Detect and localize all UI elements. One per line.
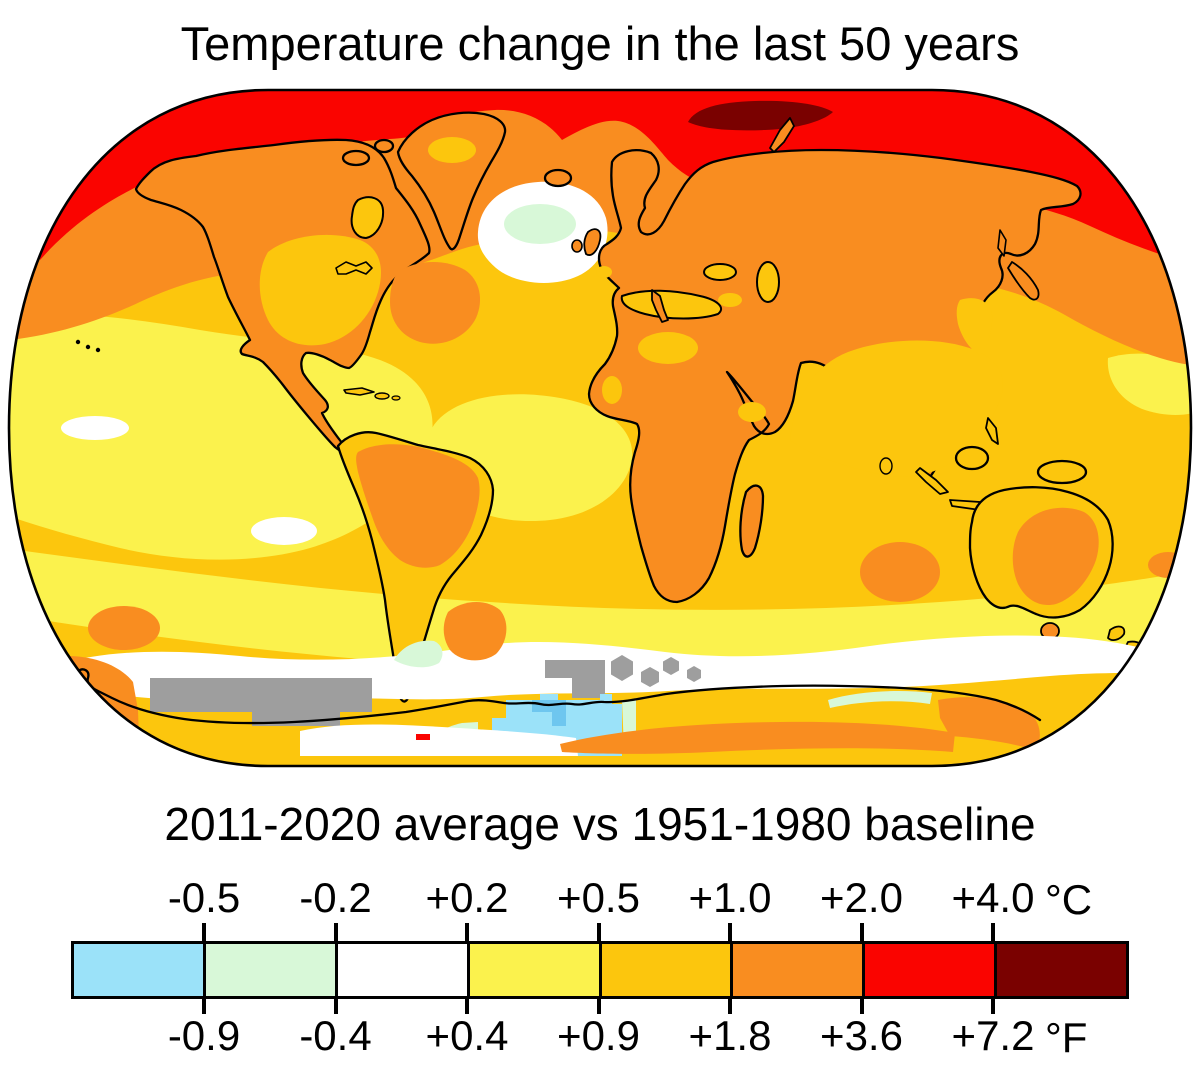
legend-tick-top [728, 923, 732, 941]
greenland [396, 111, 507, 251]
figure-subtitle: 2011-2020 average vs 1951-1980 baseline [164, 798, 1036, 850]
legend-tick-bottom [333, 996, 338, 1014]
fahrenheit-label: -0.9 [167, 1012, 241, 1059]
ireland [571, 239, 583, 253]
legend-tick-bottom [202, 996, 206, 1014]
map-layers [9, 90, 1191, 766]
legend-tick-bottom [465, 996, 469, 1014]
fahrenheit-label: +1.8 [688, 1012, 772, 1059]
figure-title: Temperature change in the last 50 years [180, 17, 1020, 70]
mediterranean-sea [620, 289, 723, 320]
celsius-label: +0.5 [557, 874, 640, 921]
fahrenheit-label: +3.6 [820, 1012, 903, 1059]
celsius-label: +4.0 [951, 874, 1035, 921]
legend-swatch-0 [74, 944, 203, 996]
green-patch-near-tip [394, 640, 443, 668]
legend-swatch-6 [862, 944, 995, 996]
asia-africa-gold-patches [596, 266, 1003, 477]
south-georgia-orange-blob [443, 601, 507, 661]
us-interior-gold [259, 234, 381, 346]
caspian-sea [756, 261, 780, 303]
legend-swatch-2 [334, 944, 467, 996]
legend-tick-bottom [991, 996, 995, 1014]
madagascar [739, 484, 765, 558]
legend-swatch-7 [994, 944, 1126, 996]
legend-tick-top [991, 923, 995, 941]
world-map [7, 88, 1193, 768]
legend-swatch-4 [598, 944, 731, 996]
legend-tick-top [202, 923, 206, 941]
celsius-label: -0.5 [167, 874, 241, 921]
novaya-zemlya [769, 117, 795, 153]
legend-swatch-5 [730, 944, 863, 996]
legend-tick-top [596, 923, 601, 941]
iceland [543, 168, 573, 188]
united-kingdom [583, 228, 602, 256]
celsius-label: +2.0 [820, 874, 903, 921]
hawaii-dots [75, 339, 101, 353]
japan [1007, 261, 1040, 301]
fahrenheit-unit-label: °F [1045, 1014, 1088, 1061]
greenland-gold-patch [428, 137, 476, 163]
fahrenheit-label: -0.4 [299, 1012, 372, 1059]
black-sea [703, 263, 737, 281]
white-spot-pacific [61, 416, 129, 440]
legend-swatch-1 [202, 944, 335, 996]
sakhalin [997, 229, 1007, 257]
legend-tick-bottom [859, 996, 864, 1014]
brazil-orange-interior [356, 444, 480, 568]
hudson-bay [350, 196, 385, 239]
fahrenheit-label: +7.2 [951, 1012, 1035, 1059]
legend-tick-top [465, 923, 469, 941]
caribbean-islands [343, 387, 401, 401]
ocean-yellow-patches [9, 260, 1191, 676]
celsius-label: +0.2 [425, 874, 509, 921]
great-lakes [335, 261, 373, 275]
arctic-darkred-patch [688, 100, 833, 131]
celsius-label: -0.2 [299, 874, 372, 921]
italy [651, 289, 669, 323]
celsius-unit-label: °C [1045, 876, 1093, 923]
fahrenheit-label: +0.4 [425, 1012, 509, 1059]
fahrenheit-label: +0.9 [557, 1012, 640, 1059]
legend-tick-bottom [728, 996, 732, 1014]
cold-blob-green-core [504, 204, 576, 244]
australia-orange-interior [1012, 507, 1099, 606]
legend-swatch-3 [466, 944, 599, 996]
legend-tick-top [333, 923, 338, 941]
maritime-southeast-asia [879, 417, 1088, 511]
legend-tick-bottom [596, 996, 601, 1014]
white-spot-south-pacific [251, 517, 317, 545]
projection-outline [7, 88, 1193, 768]
legend-color-bar [71, 941, 1129, 999]
no-data-gray-patches [150, 655, 701, 726]
legend-tick-top [859, 923, 864, 941]
celsius-label: +1.0 [688, 874, 772, 921]
ocean-orange-blobs [88, 261, 1188, 650]
antarctica-coastline [51, 668, 1042, 725]
